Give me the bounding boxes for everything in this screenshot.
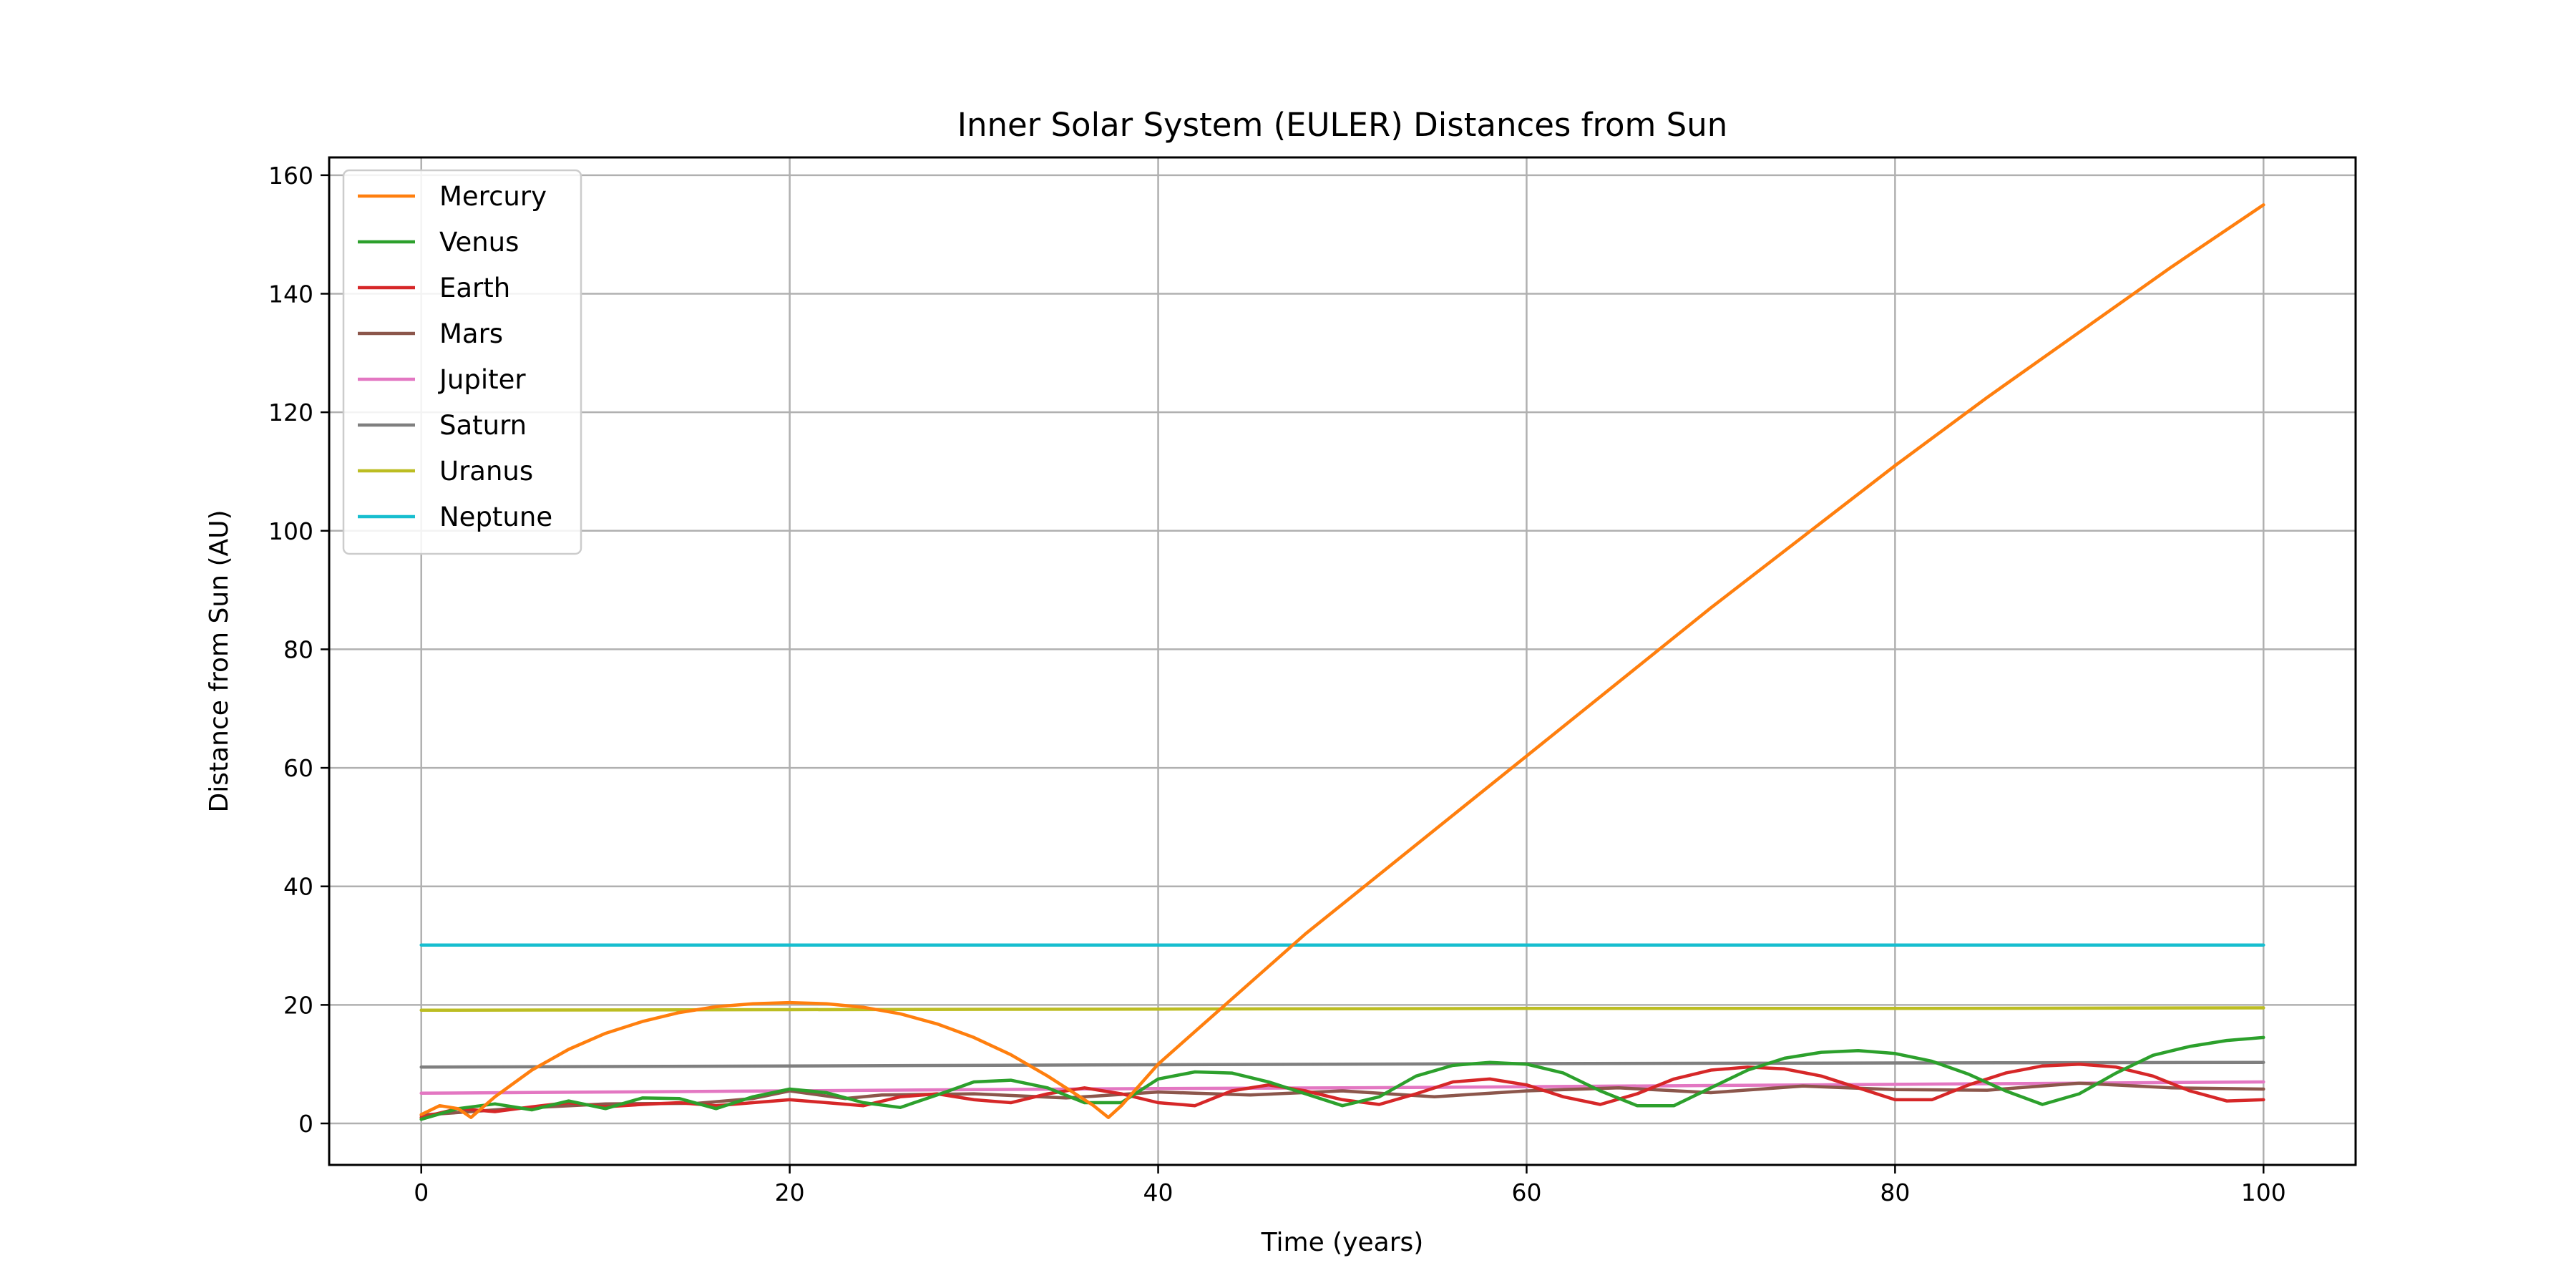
- y-tick-label: 100: [268, 517, 313, 545]
- series-line-saturn: [419, 1060, 2265, 1069]
- y-axis-label: Distance from Sun (AU): [205, 509, 234, 812]
- x-axis-label: Time (years): [1261, 1228, 1424, 1257]
- y-tick-label: 120: [268, 399, 313, 426]
- x-tick-label: 0: [414, 1179, 429, 1206]
- y-tick-label: 60: [283, 754, 313, 782]
- y-tick-label: 80: [283, 635, 313, 663]
- legend-label-neptune: Neptune: [439, 502, 552, 532]
- y-tick-label: 140: [268, 280, 313, 308]
- x-tick-label: 40: [1143, 1179, 1174, 1206]
- legend-label-saturn: Saturn: [439, 410, 527, 441]
- chart-title: Inner Solar System (EULER) Distances fro…: [957, 106, 1728, 144]
- legend-label-mars: Mars: [439, 318, 503, 349]
- legend-label-venus: Venus: [439, 227, 519, 258]
- legend: Mercury Venus Earth Mars Jupiter Saturn Uranus…: [342, 169, 582, 555]
- y-tick-label: 40: [283, 873, 313, 901]
- series-line-mars: [419, 1081, 2265, 1117]
- legend-label-jupiter: Jupiter: [438, 364, 526, 395]
- series-group: [419, 203, 2265, 1121]
- axis-ticks: 0 20 40 60 80 100 0 20 40 60 80 100 120 140 160: [268, 162, 2286, 1206]
- series-line-uranus: [419, 1006, 2265, 1013]
- x-tick-label: 80: [1880, 1179, 1910, 1206]
- legend-box: [342, 169, 582, 555]
- plot-frame: [328, 156, 2357, 1166]
- legend-label-mercury: Mercury: [439, 181, 547, 212]
- series-line-jupiter: [419, 1080, 2265, 1096]
- series-line-mercury: [419, 203, 2265, 1119]
- grid: [329, 157, 2356, 1165]
- legend-label-uranus: Uranus: [439, 456, 533, 487]
- y-tick-label: 0: [298, 1110, 313, 1138]
- x-tick-label: 100: [2241, 1179, 2286, 1206]
- series-line-venus: [419, 1035, 2265, 1121]
- y-tick-label: 20: [283, 991, 313, 1019]
- x-tick-label: 60: [1511, 1179, 1541, 1206]
- legend-label-earth: Earth: [439, 273, 510, 303]
- y-tick-label: 160: [268, 162, 313, 190]
- x-tick-label: 20: [775, 1179, 805, 1206]
